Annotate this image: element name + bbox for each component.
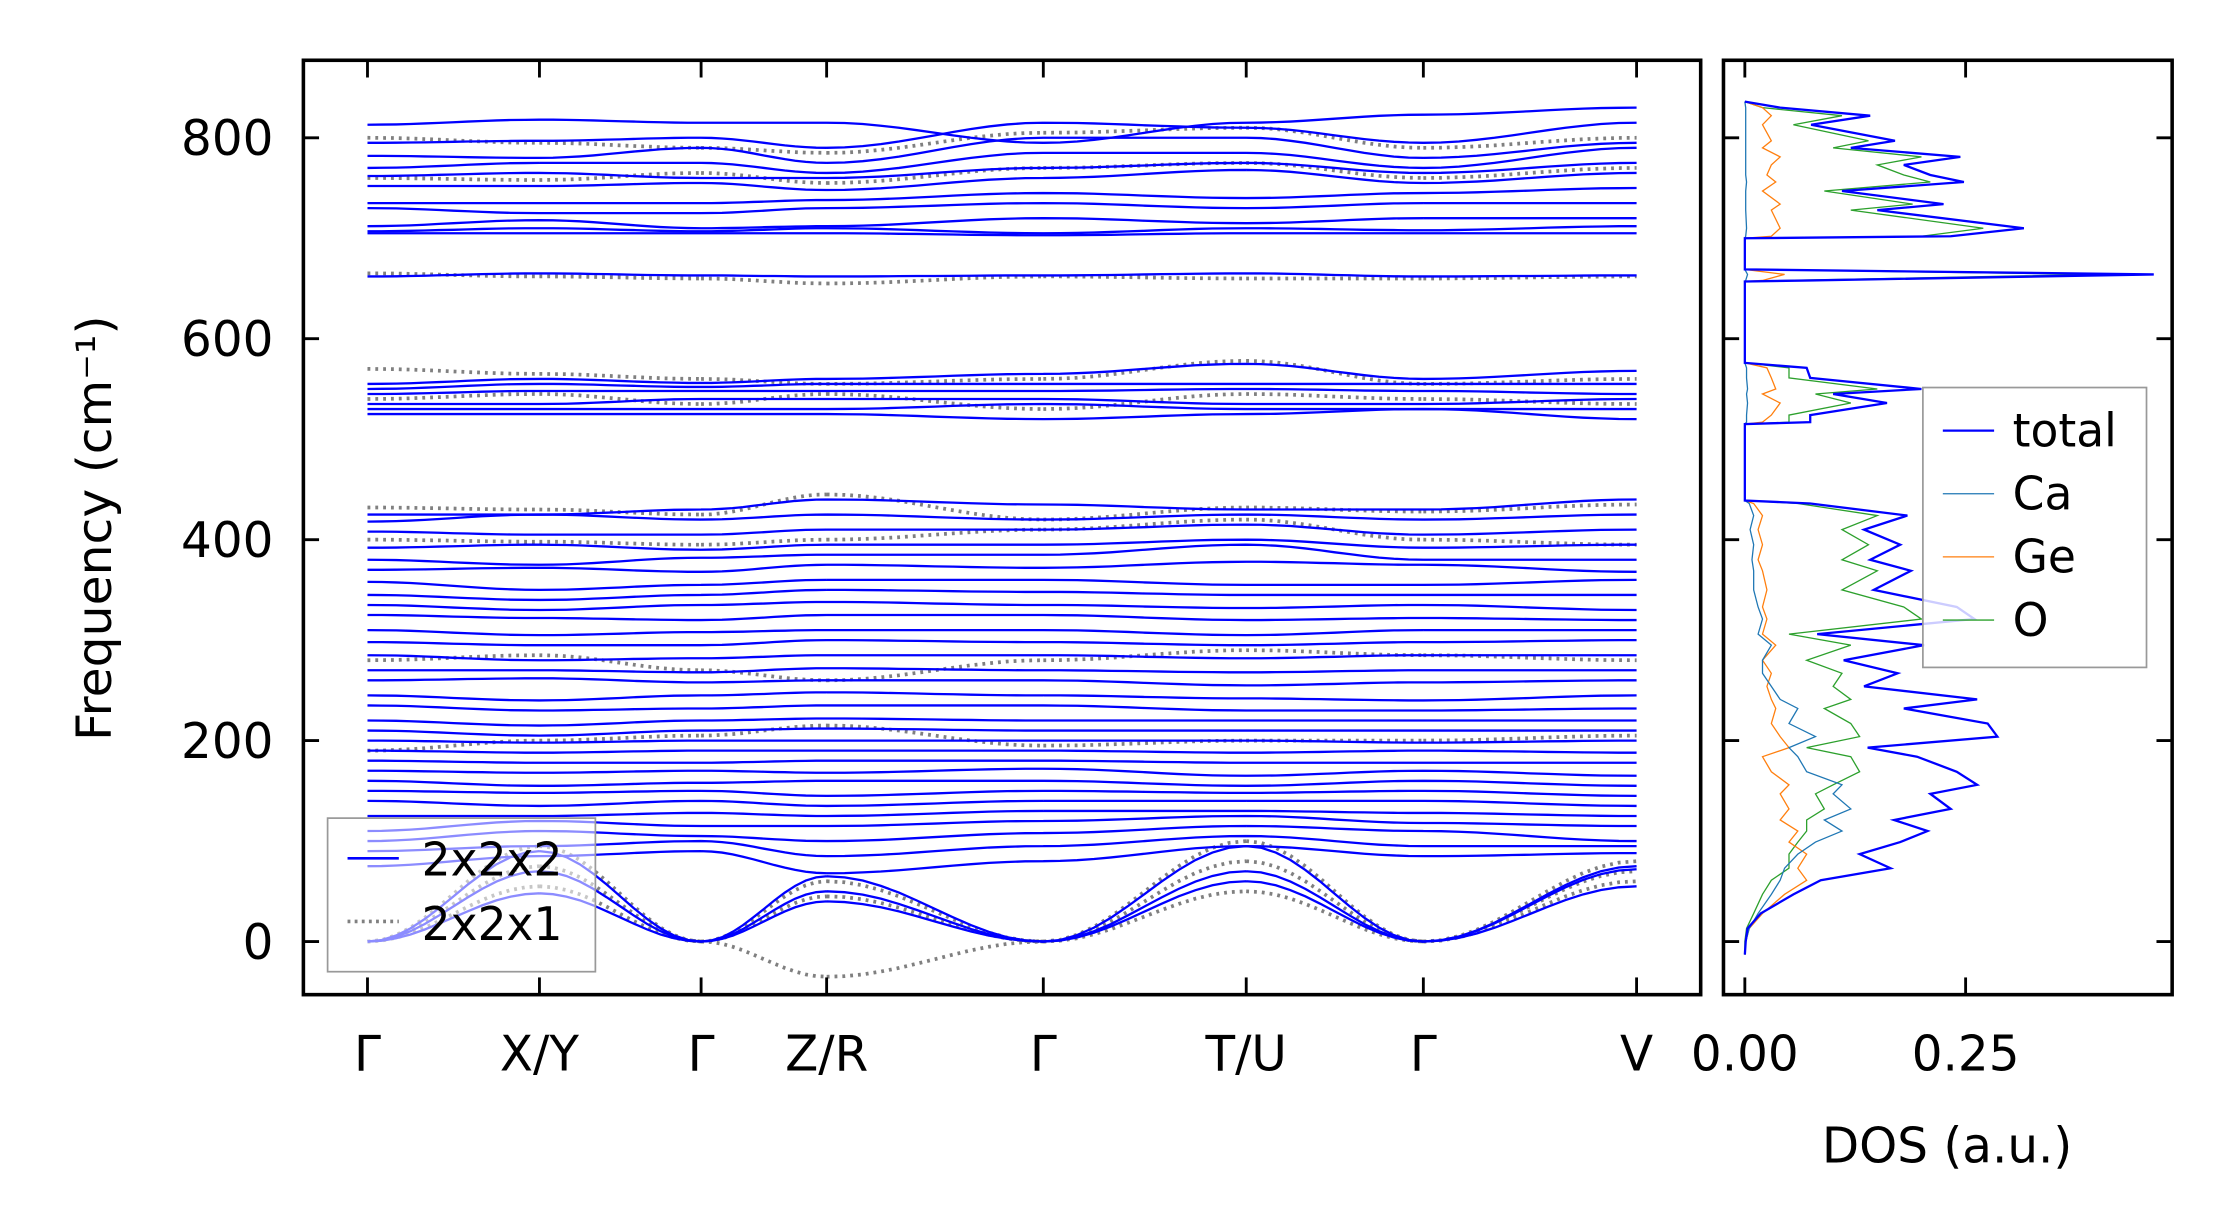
band-2x2x1-10 — [367, 125, 1637, 155]
y-tick-label: 600 — [181, 312, 273, 368]
band-2x2x2-9 — [367, 225, 1637, 235]
dos-lines — [1743, 100, 2154, 955]
axis-ticks: 0 200 400 600 800 0.00 0.25 — [181, 60, 2173, 1083]
legend-label-o: O — [2013, 594, 2049, 647]
legend-label-ca: Ca — [2013, 467, 2073, 520]
band-2x2x2-39 — [367, 654, 1637, 662]
k-point-labels: Γ X/Y Γ Z/R Γ T/U Γ V — [354, 1027, 1653, 1083]
y-axis-label: Frequency (cm⁻¹) — [67, 316, 123, 741]
band-2x2x2-14 — [367, 387, 1637, 396]
dos-legend: total Ca Ge O — [1922, 386, 2148, 669]
band-2x2x1-4 — [367, 392, 1637, 411]
dos-x-tick-label: 0.25 — [1912, 1027, 2020, 1083]
band-2x2x1-0 — [367, 879, 1637, 979]
y-tick-label: 400 — [181, 513, 273, 569]
band-2x2x2-15 — [367, 397, 1637, 406]
dos-plot-frame — [1721, 58, 2174, 997]
band-2x2x2-32 — [367, 739, 1637, 744]
legend-label-ge: Ge — [2013, 531, 2076, 584]
band-2x2x2-42 — [367, 613, 1637, 622]
legend-label-total: total — [2013, 404, 2117, 457]
band-plot-frame — [301, 58, 1703, 997]
band-2x2x1-9 — [367, 648, 1637, 683]
band-legend-box — [326, 817, 597, 973]
band-2x2x2-25 — [367, 809, 1637, 818]
band-legend: 2x2x2 2x2x1 — [326, 817, 597, 973]
band-2x2x2-43 — [367, 600, 1637, 612]
dos-line-ge — [1744, 101, 1808, 955]
band-2x2x2-13 — [367, 382, 1637, 391]
y-tick-label: 200 — [181, 714, 273, 770]
band-2x2x2-47 — [367, 543, 1637, 566]
dos-legend-box — [1922, 386, 2148, 669]
k-point-label-gamma: Γ — [688, 1027, 715, 1083]
band-2x2x1-7 — [367, 517, 1637, 547]
band-2x2x2-11 — [367, 272, 1637, 278]
band-2x2x2-1 — [367, 121, 1637, 149]
band-2x2x2-33 — [367, 727, 1637, 737]
band-2x2x2-7 — [367, 201, 1637, 215]
legend-label-2x2x1: 2x2x1 — [422, 898, 563, 951]
band-2x2x2-40 — [367, 638, 1637, 647]
dos-x-tick-label: 0.00 — [1691, 1027, 1799, 1083]
band-2x2x2-48 — [367, 538, 1637, 551]
band-2x2x2-2 — [367, 136, 1637, 165]
band-2x2x2-31 — [367, 749, 1637, 754]
k-point-label-v: V — [1620, 1027, 1653, 1083]
band-2x2x2-8 — [367, 217, 1637, 230]
band-2x2x2-30 — [367, 759, 1637, 764]
band-2x2x2-35 — [367, 704, 1637, 712]
band-2x2x2-10 — [367, 232, 1637, 237]
band-2x2x2-27 — [367, 789, 1637, 798]
band-2x2x2-16 — [367, 402, 1637, 411]
band-2x2x2-29 — [367, 767, 1637, 777]
dos-line-o — [1744, 101, 2099, 955]
band-2x2x2-34 — [367, 717, 1637, 727]
band-2x2x2-4 — [367, 161, 1637, 180]
band-2x2x2-26 — [367, 799, 1637, 808]
band-2x2x2-17 — [367, 407, 1637, 421]
dos-line-ca — [1744, 101, 1853, 955]
band-2x2x2-45 — [367, 578, 1637, 592]
band-2x2x2-36 — [367, 691, 1637, 702]
band-2x2x1-5 — [367, 358, 1637, 386]
x-axis-label-dos: DOS (a.u.) — [1822, 1118, 2072, 1174]
band-structure-lines — [367, 106, 1637, 979]
band-2x2x2-3 — [367, 146, 1637, 175]
y-tick-label: 800 — [181, 111, 273, 167]
band-2x2x2-6 — [367, 186, 1637, 205]
k-point-label-t-u: T/U — [1205, 1027, 1287, 1083]
band-2x2x1-2 — [367, 839, 1637, 944]
band-2x2x2-44 — [367, 588, 1637, 602]
band-2x2x2-0 — [367, 106, 1637, 144]
band-2x2x2-46 — [367, 560, 1637, 573]
k-point-label-gamma: Γ — [354, 1027, 381, 1083]
legend-label-2x2x2: 2x2x2 — [422, 833, 563, 886]
band-2x2x2-38 — [367, 667, 1637, 674]
band-2x2x1-3 — [367, 271, 1637, 286]
band-2x2x2-5 — [367, 168, 1637, 192]
dos-line-total — [1743, 100, 2154, 955]
band-2x2x2-37 — [367, 677, 1637, 687]
k-point-label-x-y: X/Y — [500, 1027, 579, 1083]
band-2x2x2-28 — [367, 779, 1637, 787]
k-point-label-gamma: Γ — [1030, 1027, 1057, 1083]
band-2x2x2-50 — [367, 513, 1637, 523]
band-2x2x2-49 — [367, 523, 1637, 536]
band-2x2x2-51 — [367, 498, 1637, 516]
band-2x2x2-12 — [367, 362, 1637, 386]
k-point-label-gamma: Γ — [1410, 1027, 1437, 1083]
y-tick-label: 0 — [243, 915, 274, 971]
k-point-label-z-r: Z/R — [785, 1027, 868, 1083]
band-2x2x2-41 — [367, 628, 1637, 637]
